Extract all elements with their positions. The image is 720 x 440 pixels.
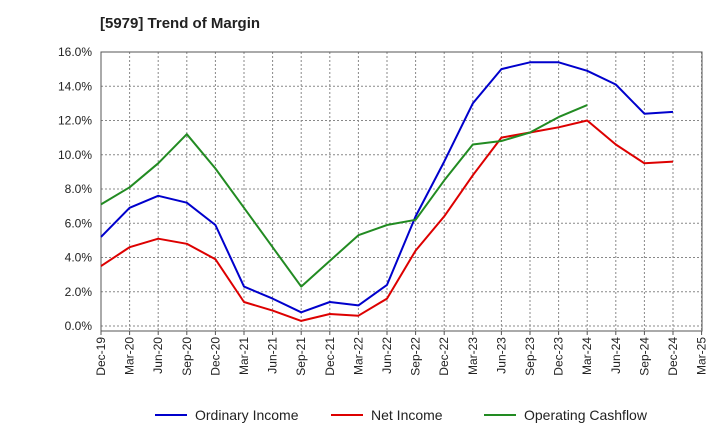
y-tick-label: 8.0% — [65, 182, 93, 196]
grid — [101, 51, 703, 331]
x-tick-label: Mar-22 — [351, 337, 365, 375]
series-line-ordinary-income — [100, 61, 674, 314]
plot-frame — [100, 51, 703, 332]
x-tick-label: Dec-22 — [437, 337, 451, 376]
x-tick-label: Mar-21 — [237, 337, 251, 375]
y-tick-label: 16.0% — [58, 45, 92, 59]
y-tick-label: 6.0% — [65, 216, 93, 230]
series-lines — [100, 61, 674, 322]
x-tick-label: Dec-21 — [323, 337, 337, 376]
x-tick-label: Jun-22 — [380, 337, 394, 374]
x-tick-label: Sep-20 — [180, 337, 194, 376]
chart-title: [5979] Trend of Margin — [100, 15, 261, 32]
y-tick-label: 10.0% — [58, 148, 92, 162]
series-line-net-income — [100, 119, 674, 322]
x-tick-label: Mar-23 — [466, 337, 480, 375]
x-tick-label: Mar-20 — [123, 337, 137, 375]
x-tick-label: Sep-22 — [409, 337, 423, 376]
y-tick-label: 12.0% — [58, 114, 92, 128]
x-tick-label: Dec-24 — [666, 337, 680, 376]
y-tick-label: 14.0% — [58, 79, 92, 93]
y-tick-label: 4.0% — [65, 251, 93, 265]
x-tick-label: Mar-25 — [695, 337, 709, 375]
x-tick-label: Jun-21 — [266, 337, 280, 374]
axes: 0.0% 2.0% 4.0% 6.0% 8.0% 10.0% 12.0% 14.0% 16.0%… — [58, 45, 709, 376]
x-tick-label: Sep-24 — [637, 337, 651, 376]
y-tick-label: 0.0% — [65, 319, 93, 333]
x-tick-label: Dec-19 — [94, 337, 108, 376]
x-tick-label: Jun-23 — [494, 337, 508, 374]
legend-label: Ordinary Income — [195, 407, 299, 423]
x-tick-label: Dec-23 — [552, 337, 566, 376]
x-tick-label: Sep-23 — [523, 337, 537, 376]
x-tick-label: Dec-20 — [208, 337, 222, 376]
legend-label: Operating Cashflow — [524, 407, 648, 423]
legend-label: Net Income — [371, 407, 443, 423]
x-tick-label: Jun-20 — [151, 337, 165, 374]
x-tick-label: Sep-21 — [294, 337, 308, 376]
series-line-operating-cashflow — [100, 104, 588, 288]
x-tick-label: Mar-24 — [580, 337, 594, 375]
y-tick-label: 2.0% — [65, 285, 93, 299]
legend: Ordinary Income Net Income Operating Cashf… — [155, 407, 648, 423]
x-tick-label: Jun-24 — [609, 337, 623, 374]
